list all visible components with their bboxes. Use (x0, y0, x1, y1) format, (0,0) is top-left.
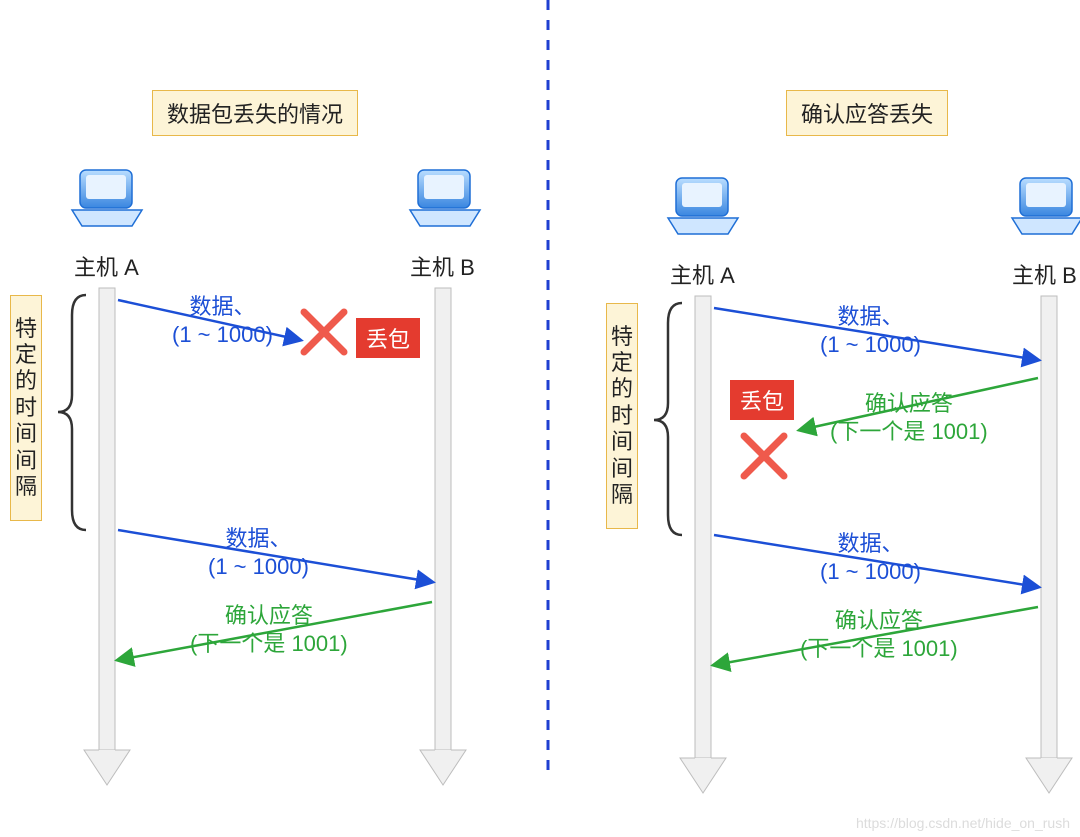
right-hostB-icon (1012, 178, 1080, 234)
right-x-mark (744, 436, 784, 476)
left-hostB-icon (410, 170, 480, 226)
right-title: 确认应答丢失 (786, 90, 948, 136)
left-x-mark (304, 312, 344, 352)
left-hostA-icon (72, 170, 142, 226)
right-timeline-B (1026, 296, 1072, 793)
right-msg-ack-2: 确认应答 (下一个是 1001) (800, 607, 958, 662)
right-msg-ack-lost: 确认应答 (下一个是 1001) (830, 390, 988, 445)
left-loss-badge: 丢包 (356, 318, 420, 358)
left-hostA-label: 主机 A (74, 250, 139, 282)
right-hostB-label: 主机 B (1012, 258, 1077, 290)
right-hostA-icon (668, 178, 738, 234)
left-brace (58, 295, 86, 530)
right-msg-data-1: 数据、 (1 ~ 1000) (820, 303, 921, 358)
left-timeline-A (84, 288, 130, 785)
left-msg-data-2: 数据、 (1 ~ 1000) (208, 525, 309, 580)
diagram-root: { "canvas": { "width": 1080, "height": 8… (0, 0, 1080, 837)
left-interval-label: 特定的时间间隔 (10, 295, 42, 521)
watermark: https://blog.csdn.net/hide_on_rush (856, 815, 1070, 831)
left-msg-ack-1: 确认应答 (下一个是 1001) (190, 602, 348, 657)
right-loss-badge: 丢包 (730, 380, 794, 420)
right-interval-label: 特定的时间间隔 (606, 303, 638, 529)
right-brace (654, 303, 682, 535)
right-hostA-label: 主机 A (670, 258, 735, 290)
right-timeline-A (680, 296, 726, 793)
left-title: 数据包丢失的情况 (152, 90, 358, 136)
left-hostB-label: 主机 B (410, 250, 475, 282)
right-msg-data-2: 数据、 (1 ~ 1000) (820, 530, 921, 585)
left-timeline-B (420, 288, 466, 785)
left-msg-data-1: 数据、 (1 ~ 1000) (172, 293, 273, 348)
